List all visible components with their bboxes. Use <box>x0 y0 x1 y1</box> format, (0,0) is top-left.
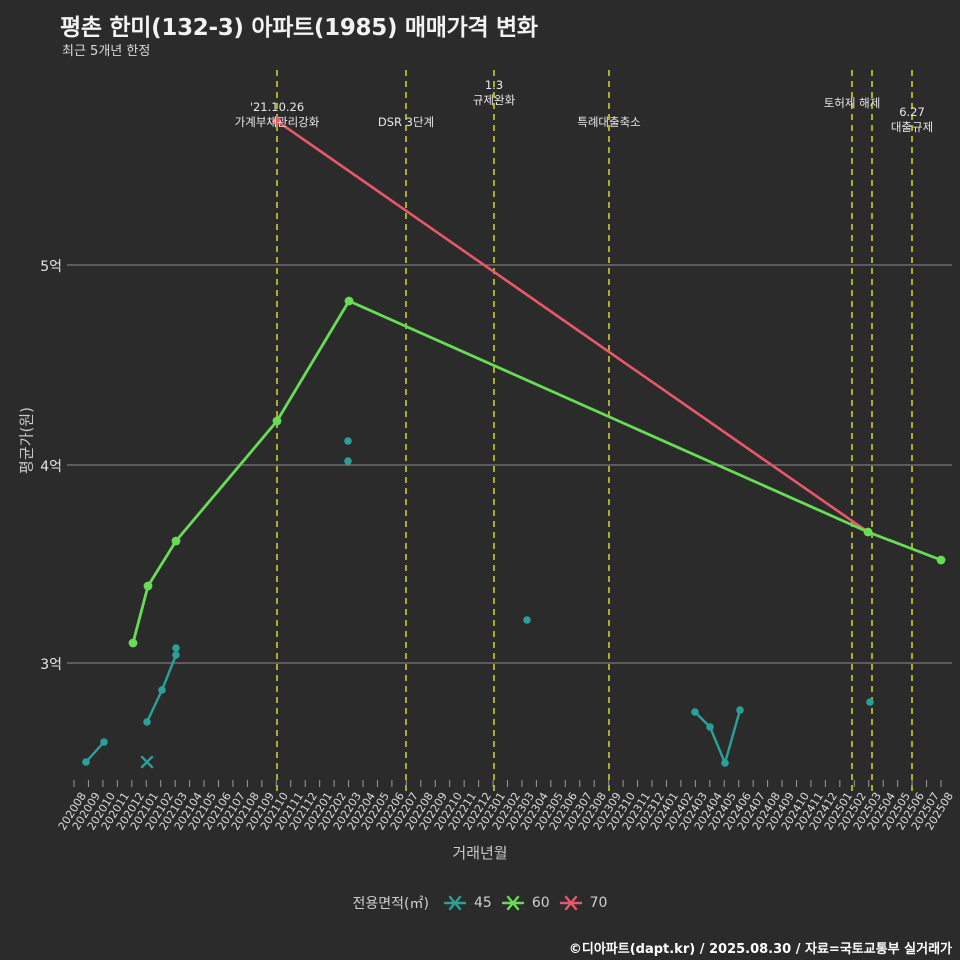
data-point-45 <box>721 759 729 767</box>
data-point-45 <box>172 644 180 652</box>
data-point-45 <box>736 706 744 714</box>
series-line-45-seg2 <box>693 708 742 765</box>
data-point-60 <box>171 536 181 546</box>
data-point-45 <box>100 738 108 746</box>
data-point-45 <box>523 616 531 624</box>
legend-title: 전용면적(㎡) <box>352 896 429 912</box>
legend-entry-70[interactable]: 70 <box>559 893 608 913</box>
legend-marker-icon <box>443 895 467 911</box>
legend-label: 70 <box>589 895 608 911</box>
data-point-45 <box>866 698 874 706</box>
data-point-45 <box>691 708 699 716</box>
data-point-60 <box>863 527 873 537</box>
data-point-45 <box>344 437 352 445</box>
y-axis-title: 평균가(원) <box>17 407 36 474</box>
event-label-2: 1.3 규제완화 <box>414 78 574 108</box>
legend-entry-45[interactable]: 45 <box>443 893 492 913</box>
data-point-45-x-marker <box>140 755 154 769</box>
event-label-line: 1.3 <box>484 78 504 92</box>
series-line-45-seg0 <box>84 740 106 764</box>
data-point-60 <box>272 416 282 426</box>
legend-marker-icon <box>501 895 525 911</box>
event-label-3: 특례대출축소 <box>529 115 689 130</box>
event-label-0: '21.10.26 가계부채관리강화 <box>197 100 357 130</box>
data-point-45 <box>344 457 352 465</box>
data-point-45 <box>158 686 166 694</box>
legend-entry-60[interactable]: 60 <box>501 893 550 913</box>
event-label-line: 토허제 해제 <box>823 96 881 110</box>
event-label-6: 6.27 대출규제 <box>832 105 960 135</box>
y-tick-label: 3억 <box>40 657 62 673</box>
chart-subtitle: 최근 5개년 한정 <box>62 44 151 59</box>
data-point-60 <box>143 581 153 591</box>
data-point-45 <box>172 651 180 659</box>
legend-marker-icon <box>559 895 582 911</box>
event-label-line: 특례대출축소 <box>577 115 641 129</box>
data-point-70 <box>864 528 872 536</box>
series-line-70 <box>275 119 870 534</box>
page-title: 평촌 한미(132-3) 아파트(1985) 매매가격 변화 <box>60 15 538 41</box>
data-point-60 <box>128 638 138 648</box>
event-label-line: 가계부채관리강화 <box>234 115 320 129</box>
event-label-line: 6.27 <box>899 105 925 119</box>
event-label-line: DSR 3단계 <box>377 115 435 129</box>
event-label-line: 규제완화 <box>472 93 516 107</box>
footer-credit: ©디아파트(dapt.kr) / 2025.08.30 / 자료=국토교통부 실… <box>568 942 952 957</box>
event-label-4: 토허제 해제 <box>772 96 932 111</box>
event-label-1: DSR 3단계 <box>326 115 486 130</box>
series-line-45-seg1 <box>145 653 178 724</box>
series-line-60 <box>131 299 943 645</box>
data-point-45 <box>82 758 90 766</box>
legend-label: 45 <box>473 895 492 911</box>
data-point-60 <box>936 555 946 565</box>
y-tick-label: 4억 <box>40 459 62 475</box>
x-axis-title: 거래년월 <box>452 844 508 862</box>
legend-label: 60 <box>531 895 550 911</box>
data-point-45 <box>143 718 151 726</box>
event-label-line: '21.10.26 <box>249 100 305 114</box>
data-point-60 <box>344 296 354 306</box>
event-label-line: 대출규제 <box>890 120 934 134</box>
data-point-45 <box>706 723 714 731</box>
chart-legend: 전용면적(㎡) 45 60 70 <box>0 893 960 913</box>
y-tick-label: 5억 <box>40 259 62 275</box>
